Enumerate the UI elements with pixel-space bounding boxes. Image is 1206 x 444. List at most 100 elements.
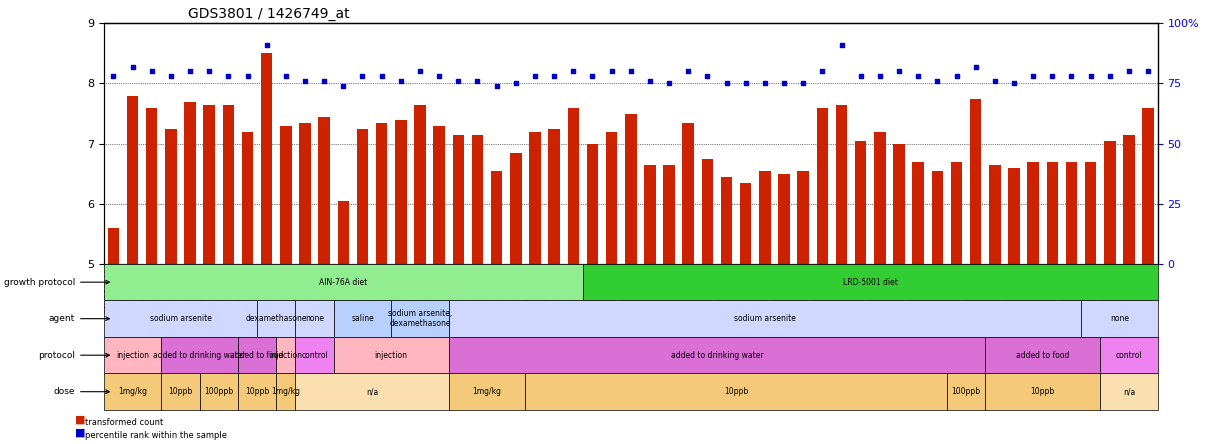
Point <box>526 73 545 80</box>
Point <box>507 80 526 87</box>
Point <box>889 68 908 75</box>
Point <box>1100 73 1119 80</box>
Text: 10ppb: 10ppb <box>169 387 193 396</box>
Text: sodium arsenite: sodium arsenite <box>734 314 796 323</box>
Text: injection: injection <box>116 351 150 360</box>
Point <box>582 73 602 80</box>
Point <box>199 68 218 75</box>
Text: 1mg/kg: 1mg/kg <box>118 387 147 396</box>
Bar <box>491 170 503 444</box>
FancyBboxPatch shape <box>449 337 985 373</box>
FancyBboxPatch shape <box>276 337 295 373</box>
Bar <box>778 174 790 444</box>
Bar <box>318 117 330 444</box>
Bar <box>1103 141 1116 444</box>
FancyBboxPatch shape <box>257 301 295 337</box>
Text: 100ppb: 100ppb <box>204 387 233 396</box>
Text: added to food: added to food <box>1015 351 1070 360</box>
Point <box>315 78 334 85</box>
Bar <box>970 99 982 444</box>
Point <box>966 63 985 70</box>
FancyBboxPatch shape <box>104 301 257 337</box>
Text: protocol: protocol <box>39 351 110 360</box>
FancyBboxPatch shape <box>1100 337 1158 373</box>
Bar <box>204 104 215 444</box>
Bar <box>452 135 464 444</box>
Point <box>660 80 679 87</box>
Point <box>1043 73 1062 80</box>
Bar <box>165 129 176 444</box>
Bar <box>605 131 617 444</box>
Bar <box>185 102 195 444</box>
Text: added to drinking water: added to drinking water <box>671 351 763 360</box>
Bar <box>1123 135 1135 444</box>
FancyBboxPatch shape <box>391 301 449 337</box>
Text: transformed count: transformed count <box>84 418 163 427</box>
Text: growth protocol: growth protocol <box>4 278 110 287</box>
FancyBboxPatch shape <box>449 373 526 410</box>
Bar <box>510 153 521 444</box>
Bar <box>950 162 962 444</box>
Point <box>947 73 966 80</box>
Point <box>295 78 315 85</box>
Text: 1mg/kg: 1mg/kg <box>271 387 300 396</box>
Text: saline: saline <box>351 314 374 323</box>
FancyBboxPatch shape <box>104 264 582 301</box>
Bar <box>740 183 751 444</box>
Bar <box>260 53 273 444</box>
Text: 100ppb: 100ppb <box>952 387 980 396</box>
Point <box>736 80 755 87</box>
Point <box>487 82 507 89</box>
Point <box>698 73 718 80</box>
FancyBboxPatch shape <box>295 301 334 337</box>
FancyBboxPatch shape <box>449 301 1081 337</box>
Point <box>334 82 353 89</box>
Bar <box>376 123 387 444</box>
Point <box>468 78 487 85</box>
Text: AIN-76A diet: AIN-76A diet <box>320 278 368 287</box>
Bar <box>644 165 656 444</box>
Bar <box>816 107 829 444</box>
FancyBboxPatch shape <box>162 337 238 373</box>
FancyBboxPatch shape <box>238 373 276 410</box>
Bar <box>913 162 924 444</box>
Text: none: none <box>305 314 324 323</box>
Bar <box>586 143 598 444</box>
Text: agent: agent <box>48 314 110 323</box>
Text: injection: injection <box>375 351 408 360</box>
Point <box>429 73 449 80</box>
FancyBboxPatch shape <box>526 373 947 410</box>
Bar <box>1008 168 1020 444</box>
FancyBboxPatch shape <box>947 373 985 410</box>
Point <box>563 68 582 75</box>
Text: n/a: n/a <box>365 387 379 396</box>
Text: sodium arsenite,
dexamethasone: sodium arsenite, dexamethasone <box>388 309 452 329</box>
Bar <box>1085 162 1096 444</box>
FancyBboxPatch shape <box>104 337 162 373</box>
Point <box>410 68 429 75</box>
Text: sodium arsenite: sodium arsenite <box>150 314 211 323</box>
FancyBboxPatch shape <box>334 301 391 337</box>
Point <box>794 80 813 87</box>
FancyBboxPatch shape <box>295 337 334 373</box>
Point <box>181 68 200 75</box>
Point <box>851 73 871 80</box>
Bar <box>396 119 406 444</box>
Point <box>544 73 563 80</box>
Text: injection: injection <box>269 351 303 360</box>
Point <box>1138 68 1158 75</box>
Text: LRD-5001 diet: LRD-5001 diet <box>843 278 897 287</box>
Bar <box>702 159 713 444</box>
Point <box>1061 73 1081 80</box>
Bar <box>874 131 885 444</box>
Point <box>449 78 468 85</box>
Bar <box>797 170 809 444</box>
Text: 10ppb: 10ppb <box>1031 387 1055 396</box>
FancyBboxPatch shape <box>1081 301 1158 337</box>
Bar <box>1142 107 1154 444</box>
Point <box>679 68 698 75</box>
Bar <box>894 143 904 444</box>
Point <box>1005 80 1024 87</box>
Point <box>353 73 373 80</box>
Bar <box>1047 162 1058 444</box>
